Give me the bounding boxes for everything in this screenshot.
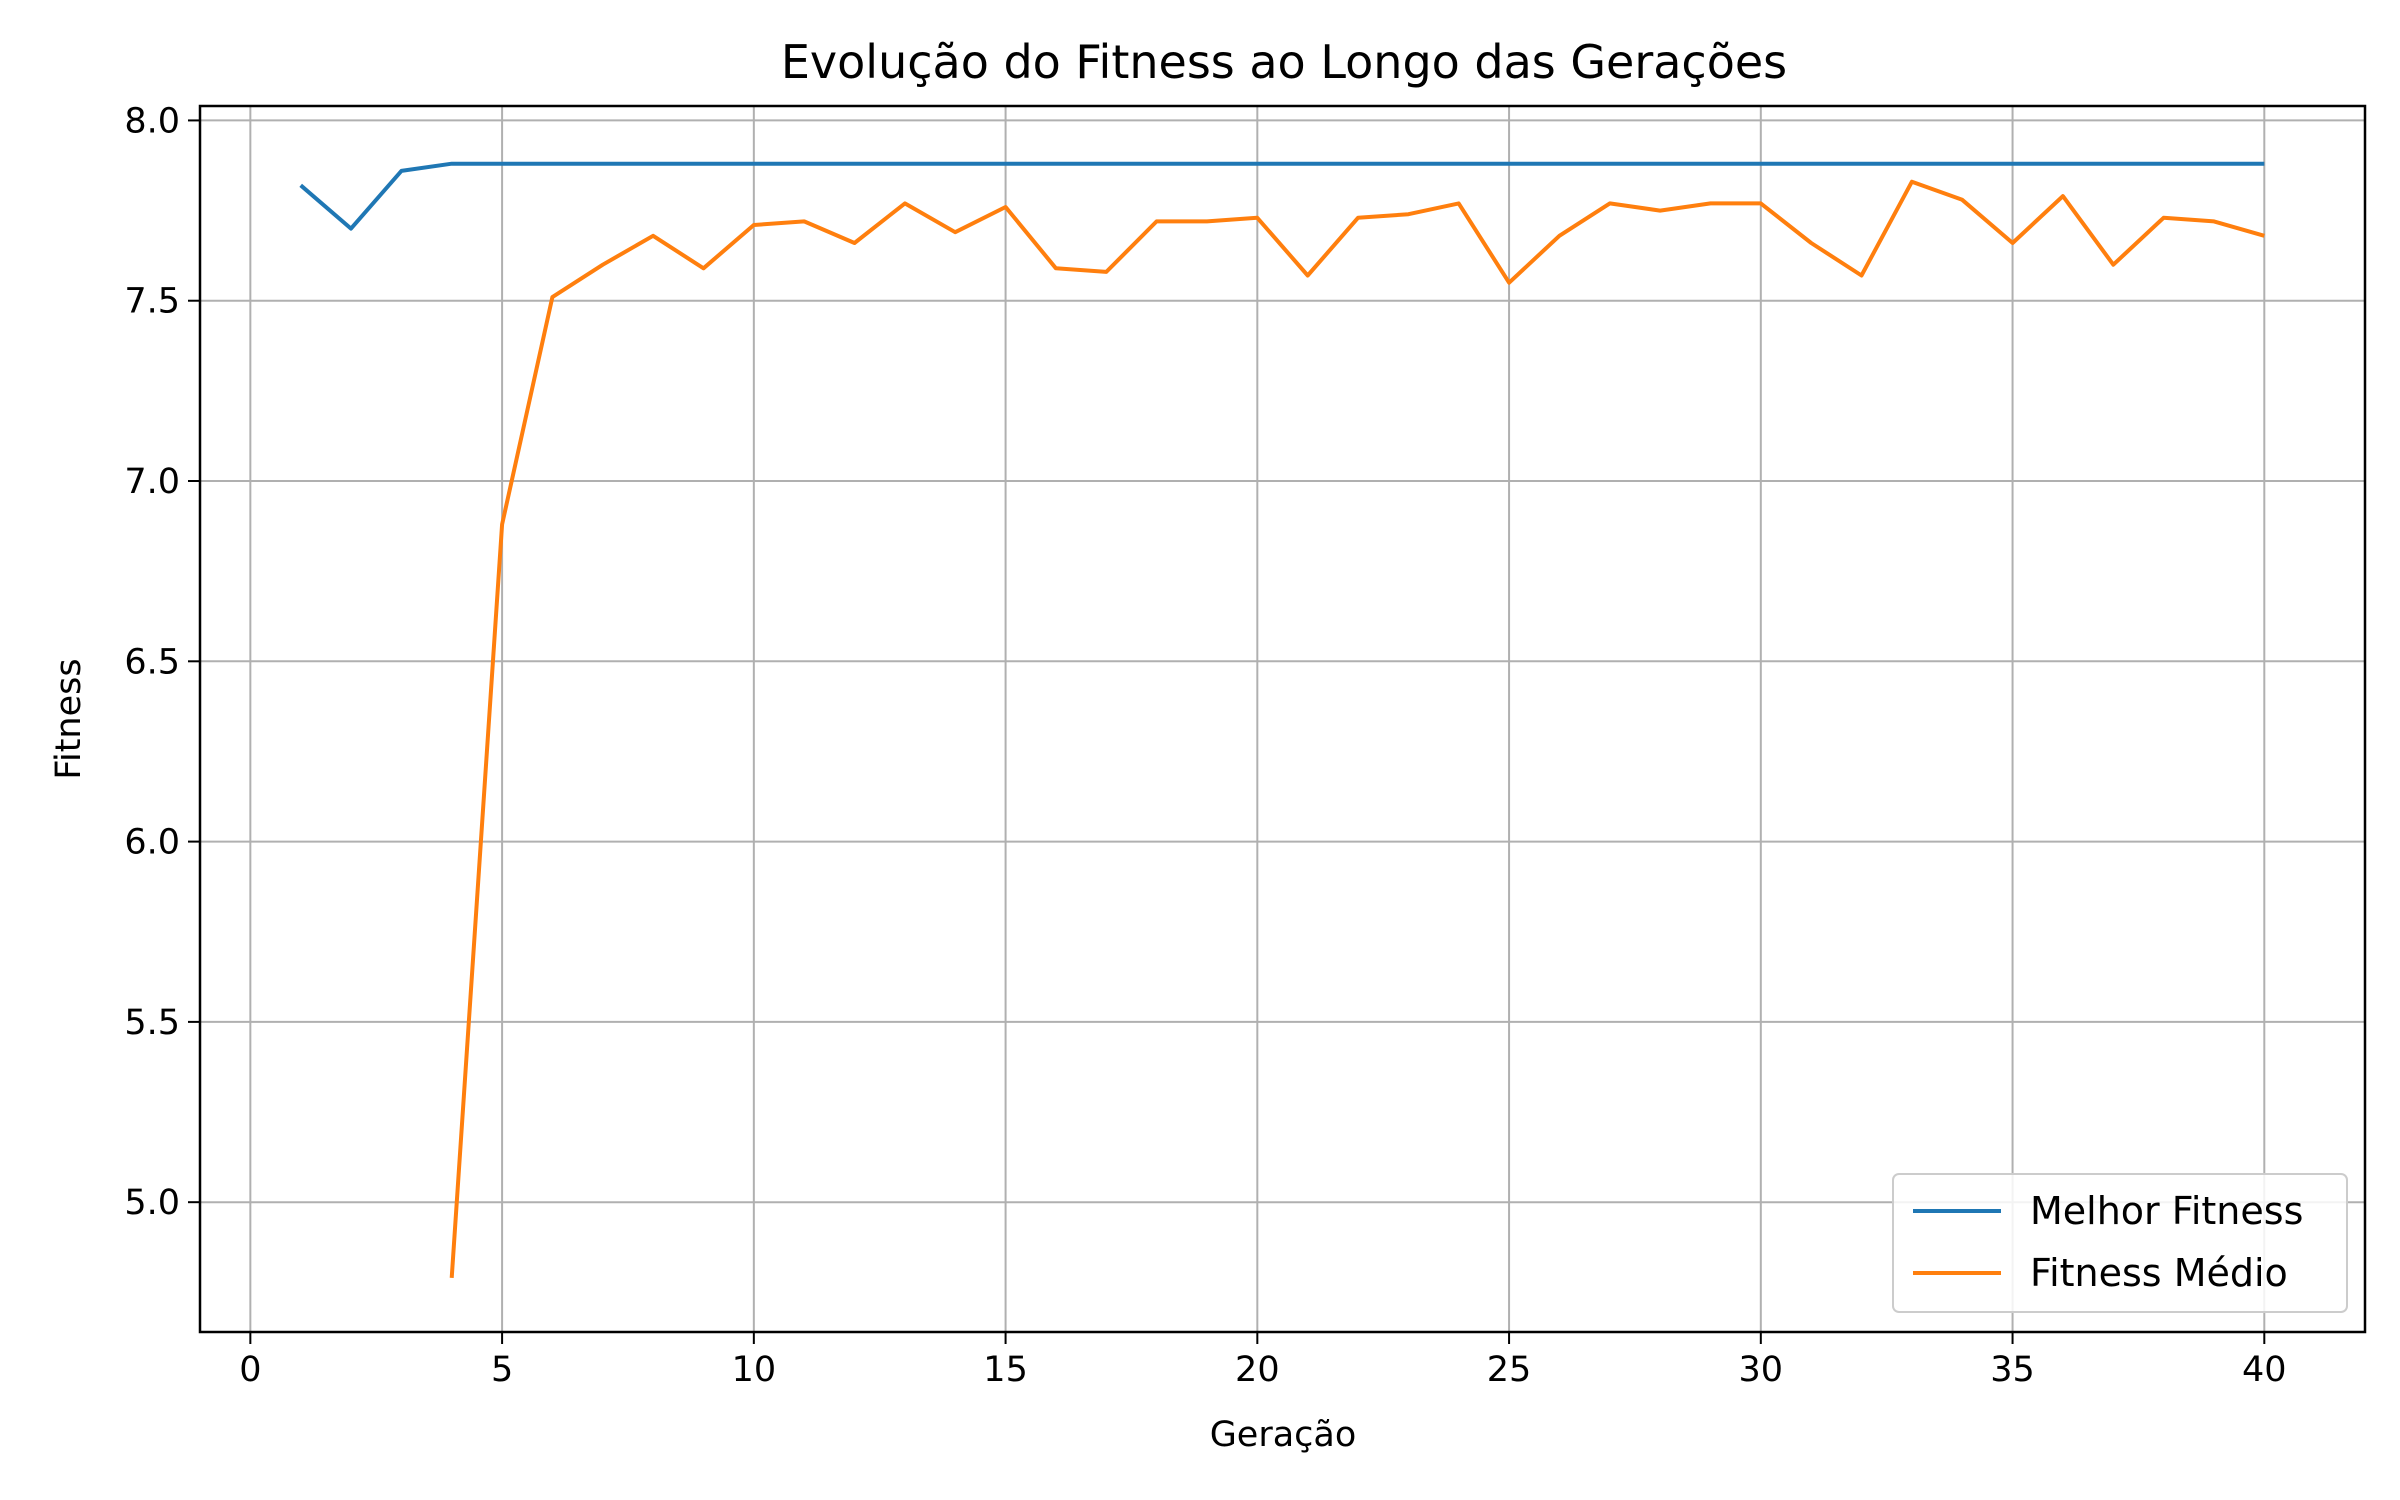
x-tick-label: 15: [983, 1350, 1028, 1390]
x-tick-label: 20: [1235, 1350, 1280, 1390]
y-axis-label: Fitness: [49, 658, 89, 779]
series-line-fitness-medio: [449, 179, 2265, 1279]
y-axis: 5.0 5.5 6.0 6.5 7.0 7.5 8.0: [124, 101, 200, 1223]
y-tick-label: 7.0: [124, 462, 180, 502]
legend-label-fitness-medio: Fitness Médio: [2030, 1251, 2288, 1295]
y-tick-label: 8.0: [124, 101, 180, 141]
y-tick-label: 5.0: [124, 1183, 180, 1223]
legend-label-melhor-fitness: Melhor Fitness: [2030, 1189, 2303, 1233]
x-tick-label: 0: [239, 1350, 261, 1390]
y-tick-label: 6.5: [124, 642, 180, 682]
x-tick-label: 30: [1739, 1350, 1784, 1390]
x-tick-label: 40: [2242, 1350, 2287, 1390]
x-tick-label: 5: [491, 1350, 513, 1390]
chart-title: Evolução do Fitness ao Longo das Geraçõe…: [781, 35, 1787, 89]
y-tick-label: 7.5: [124, 282, 180, 322]
x-axis: 0 5 10 15 20 25 30 35 40: [239, 1332, 2287, 1390]
series-lines: [299, 161, 2265, 1279]
x-axis-label: Geração: [1210, 1415, 1357, 1455]
y-tick-label: 6.0: [124, 823, 180, 863]
legend-box: [1892, 1173, 2348, 1313]
x-tick-label: 10: [732, 1350, 777, 1390]
series-line-melhor-fitness: [299, 161, 2265, 231]
legend: Melhor Fitness Fitness Médio: [1892, 1173, 2348, 1313]
x-tick-label: 35: [1990, 1350, 2035, 1390]
y-tick-label: 5.5: [124, 1003, 180, 1043]
grid-lines: [200, 106, 2365, 1332]
plot-frame: [198, 104, 2367, 1334]
x-tick-label: 25: [1487, 1350, 1532, 1390]
